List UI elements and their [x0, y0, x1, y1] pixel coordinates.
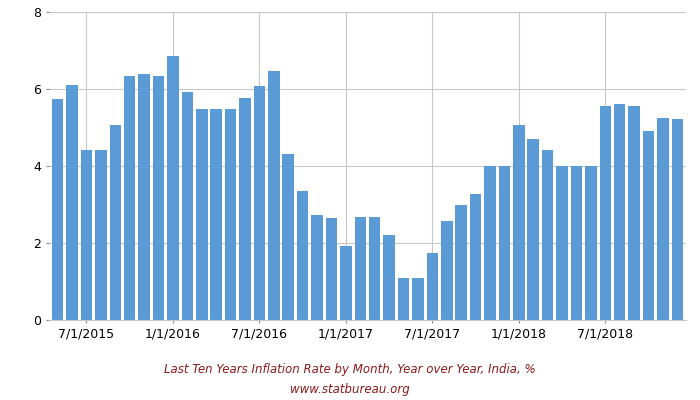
Bar [369, 217, 381, 320]
Bar [153, 76, 164, 320]
Bar [95, 150, 106, 320]
Bar [167, 56, 178, 320]
Bar [498, 166, 510, 320]
Bar [109, 125, 121, 320]
Bar [354, 217, 366, 320]
Bar [614, 104, 626, 320]
Bar [225, 110, 237, 320]
Bar [470, 194, 482, 320]
Bar [340, 246, 351, 320]
Text: www.statbureau.org: www.statbureau.org [290, 384, 410, 396]
Bar [585, 166, 596, 320]
Bar [629, 106, 640, 320]
Bar [398, 278, 410, 320]
Bar [80, 150, 92, 320]
Bar [556, 166, 568, 320]
Bar [196, 110, 207, 320]
Bar [671, 120, 683, 320]
Bar [384, 235, 395, 320]
Bar [528, 139, 539, 320]
Bar [66, 85, 78, 320]
Bar [253, 86, 265, 320]
Text: Last Ten Years Inflation Rate by Month, Year over Year, India, %: Last Ten Years Inflation Rate by Month, … [164, 364, 536, 376]
Bar [657, 118, 668, 320]
Bar [297, 191, 309, 320]
Bar [456, 205, 467, 320]
Bar [484, 166, 496, 320]
Bar [139, 74, 150, 320]
Bar [542, 150, 554, 320]
Bar [513, 125, 524, 320]
Bar [426, 253, 438, 320]
Bar [570, 166, 582, 320]
Bar [52, 99, 64, 320]
Bar [326, 218, 337, 320]
Bar [312, 215, 323, 320]
Bar [412, 278, 423, 320]
Bar [441, 221, 452, 320]
Bar [268, 71, 279, 320]
Bar [283, 154, 294, 320]
Bar [599, 106, 611, 320]
Bar [643, 131, 654, 320]
Bar [239, 98, 251, 320]
Bar [124, 76, 136, 320]
Bar [211, 110, 222, 320]
Bar [181, 92, 193, 320]
